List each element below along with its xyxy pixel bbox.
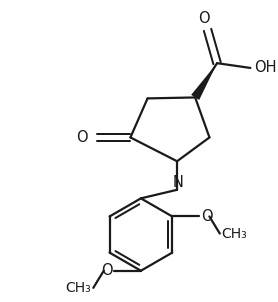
Text: O: O [76,130,88,145]
Text: N: N [173,175,183,190]
Text: O: O [201,209,212,224]
Text: O: O [101,263,112,278]
Text: OH: OH [254,60,277,76]
Text: CH₃: CH₃ [222,226,247,241]
Polygon shape [191,63,217,100]
Text: O: O [198,11,210,26]
Text: CH₃: CH₃ [66,281,91,295]
